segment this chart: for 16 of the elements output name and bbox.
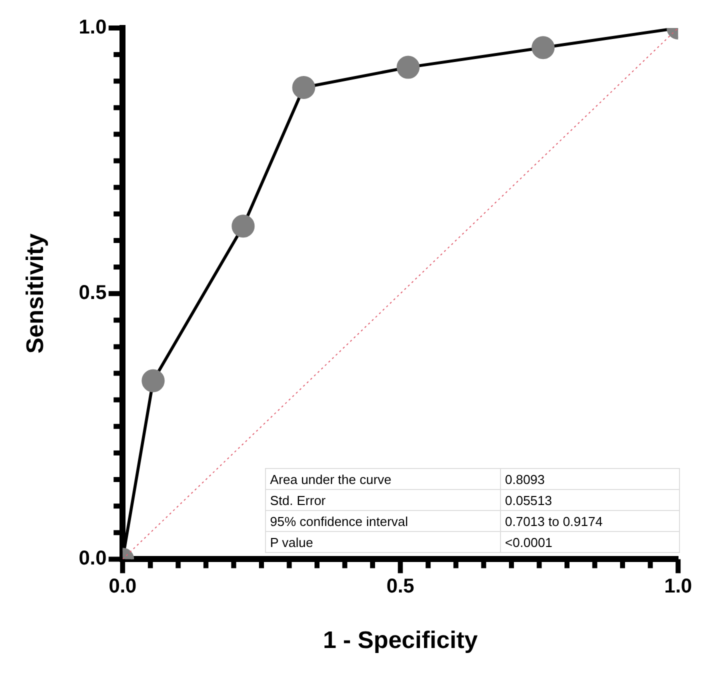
y-tick-label: 1.0	[78, 16, 107, 39]
x-tick-label: 0.0	[108, 576, 137, 598]
annotation: Area under the curve	[266, 468, 500, 490]
x-tick-label: 1.0	[664, 576, 692, 598]
annotation: Std. Error	[266, 490, 500, 510]
y-axis-title: Sensitivity	[22, 232, 50, 354]
annotation: 95% confidence interval	[266, 510, 500, 532]
annotation: P value	[266, 532, 500, 552]
annotation: 0.8093	[500, 468, 680, 490]
annotation: <0.0001	[500, 532, 680, 552]
annotation: 0.7013 to 0.9174	[500, 510, 680, 532]
x-tick-label: 0.5	[386, 576, 414, 598]
y-tick-label: 0.5	[78, 282, 107, 304]
y-tick-label: 0.0	[78, 548, 107, 570]
x-axis-title: 1 - Specificity	[322, 627, 478, 654]
annotation: 0.05513	[500, 490, 680, 510]
